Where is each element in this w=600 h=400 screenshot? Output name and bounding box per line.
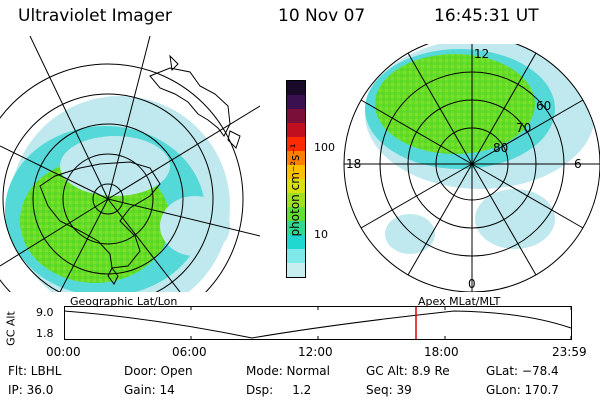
door-readout: Door: Open bbox=[124, 364, 193, 378]
colorbar-segment bbox=[287, 193, 305, 207]
colorbar-segment bbox=[287, 263, 305, 277]
colorbar-unit-label: photon cm⁻²s⁻¹ bbox=[288, 143, 302, 237]
glon-readout: GLon: 170.7 bbox=[486, 383, 559, 397]
colorbar-segment bbox=[287, 235, 305, 249]
mlat-label-70: 70 bbox=[516, 121, 531, 135]
colorbar-segment bbox=[287, 179, 305, 193]
timeline-x-tick-0000: 00:00 bbox=[46, 345, 81, 359]
timeline-x-tick-2359: 23:59 bbox=[552, 345, 587, 359]
altitude-timeline bbox=[64, 306, 572, 340]
left-map-caption: Geographic Lat/Lon bbox=[70, 295, 178, 308]
longitude-grid bbox=[0, 36, 260, 292]
dsp-readout: Dsp: 1.2 bbox=[246, 383, 312, 397]
filter-readout: Flt: LBHL bbox=[8, 364, 62, 378]
gain-readout: Gain: 14 bbox=[124, 383, 175, 397]
magnetic-polar-plot: 12 18 6 0 60 70 80 bbox=[343, 44, 600, 292]
colorbar-segment bbox=[287, 249, 305, 263]
colorbar-segment bbox=[287, 207, 305, 221]
mlat-label-80: 80 bbox=[493, 141, 508, 155]
ip-readout: IP: 36.0 bbox=[8, 383, 54, 397]
colorbar-segment bbox=[287, 137, 305, 151]
color-scale-bar bbox=[286, 80, 306, 278]
colorbar-segment bbox=[287, 221, 305, 235]
colorbar-segment bbox=[287, 81, 305, 95]
timeline-x-tick-1200: 12:00 bbox=[298, 345, 333, 359]
timeline-y-tick-min: 1.8 bbox=[36, 327, 54, 340]
date-readout: 10 Nov 07 bbox=[278, 6, 366, 26]
colorbar-segment bbox=[287, 109, 305, 123]
timeline-y-tick-max: 9.0 bbox=[36, 306, 54, 319]
mlt-label-18: 18 bbox=[346, 157, 361, 171]
colorbar-segment bbox=[287, 95, 305, 109]
mlt-label-12: 12 bbox=[474, 47, 489, 61]
mlt-label-6: 6 bbox=[574, 157, 582, 171]
gc-alt-readout: GC Alt: 8.9 Re bbox=[366, 364, 450, 378]
latitude-grid bbox=[0, 63, 244, 292]
colorbar-segment bbox=[287, 165, 305, 179]
aurora-oval-left bbox=[5, 96, 230, 292]
geographic-map bbox=[0, 36, 260, 292]
altitude-curve bbox=[64, 310, 572, 339]
right-map-caption: Apex MLat/MLT bbox=[418, 295, 501, 308]
mode-readout: Mode: Normal bbox=[246, 364, 330, 378]
glat-readout: GLat: −78.4 bbox=[486, 364, 559, 378]
aurora-oval-right bbox=[365, 44, 595, 254]
timeline-x-tick-1800: 18:00 bbox=[424, 345, 459, 359]
time-readout: 16:45:31 UT bbox=[434, 6, 539, 26]
app-title: Ultraviolet Imager bbox=[18, 6, 172, 26]
mlt-label-0: 0 bbox=[468, 277, 476, 291]
colorbar-tick-10: 10 bbox=[314, 228, 328, 241]
mlt-grid bbox=[344, 44, 600, 292]
colorbar-segment bbox=[287, 151, 305, 165]
mlat-label-60: 60 bbox=[536, 99, 551, 113]
colorbar-segment bbox=[287, 123, 305, 137]
colorbar-tick-100: 100 bbox=[314, 141, 335, 154]
timeline-y-axis-title-wrap: GC Alt bbox=[4, 308, 18, 348]
seq-readout: Seq: 39 bbox=[366, 383, 412, 397]
timeline-x-tick-0600: 06:00 bbox=[172, 345, 207, 359]
coastlines bbox=[39, 54, 241, 285]
timeline-y-axis-title: GC Alt bbox=[4, 311, 18, 346]
